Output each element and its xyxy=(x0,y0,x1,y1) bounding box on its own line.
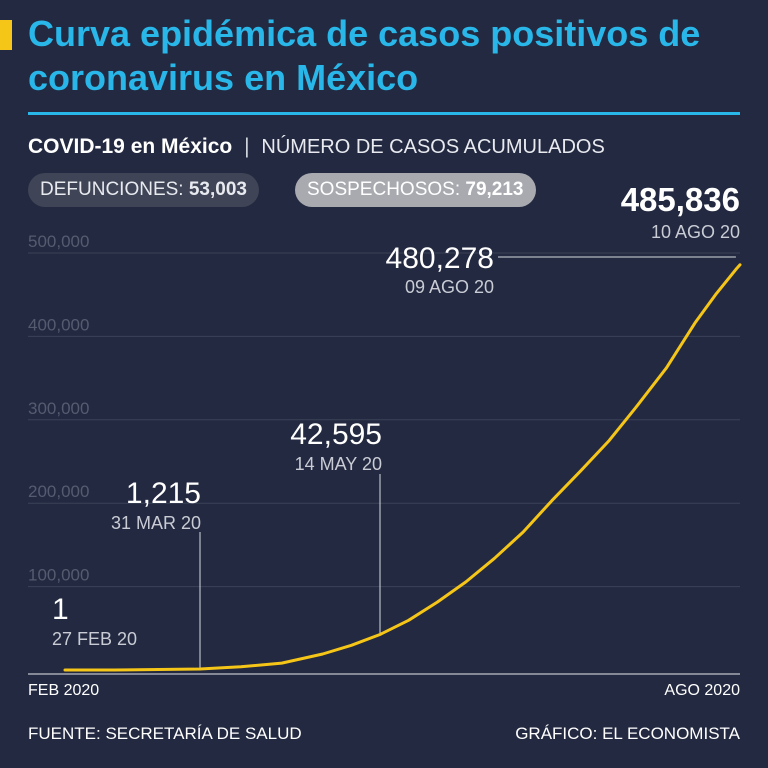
source-note: FUENTE: SECRETARÍA DE SALUD xyxy=(28,724,302,743)
annotation-value: 1,215 xyxy=(126,477,201,510)
suspects-value: 79,213 xyxy=(465,179,524,200)
suspects-badge: SOSPECHOSOS: 79,213 xyxy=(295,173,536,207)
suspects-label: SOSPECHOSOS: xyxy=(307,179,461,200)
series-line xyxy=(63,263,742,672)
deaths-value: 53,003 xyxy=(188,179,247,200)
y-tick-label: 300,000 xyxy=(28,399,89,418)
deaths-badge: DEFUNCIONES: 53,003 xyxy=(28,173,259,207)
annotation-date: 27 FEB 20 xyxy=(52,629,137,649)
annotation-value: 42,595 xyxy=(290,418,382,451)
subtitle-separator: | xyxy=(244,135,250,158)
chart-subtitle: COVID-19 en México | NÚMERO DE CASOS ACU… xyxy=(28,134,605,160)
title-accent-bar xyxy=(0,20,12,50)
annotation-date: 14 MAY 20 xyxy=(295,454,382,474)
subtitle-main: COVID-19 en México xyxy=(28,135,233,158)
y-tick-label: 400,000 xyxy=(28,315,89,334)
x-axis-end-label: AGO 2020 xyxy=(664,682,740,699)
chart-title: Curva epidémica de casos positivos de co… xyxy=(28,13,701,98)
subtitle-detail: NÚMERO DE CASOS ACUMULADOS xyxy=(261,136,605,158)
y-tick-label: 100,000 xyxy=(28,566,89,585)
annotation-value: 485,836 xyxy=(621,181,740,218)
annotation-date: 09 AGO 20 xyxy=(405,277,494,297)
title-divider xyxy=(28,112,740,115)
credit-note: GRÁFICO: EL ECONOMISTA xyxy=(515,724,740,743)
x-axis-start-label: FEB 2020 xyxy=(28,682,100,699)
annotation-date: 31 MAR 20 xyxy=(111,513,201,533)
deaths-label: DEFUNCIONES: xyxy=(40,179,184,200)
annotation-date: 10 AGO 20 xyxy=(651,222,740,242)
annotation-value: 480,278 xyxy=(386,242,494,275)
annotation-value: 1 xyxy=(52,593,69,626)
y-tick-label: 200,000 xyxy=(28,482,89,501)
y-tick-label: 500,000 xyxy=(28,232,89,251)
